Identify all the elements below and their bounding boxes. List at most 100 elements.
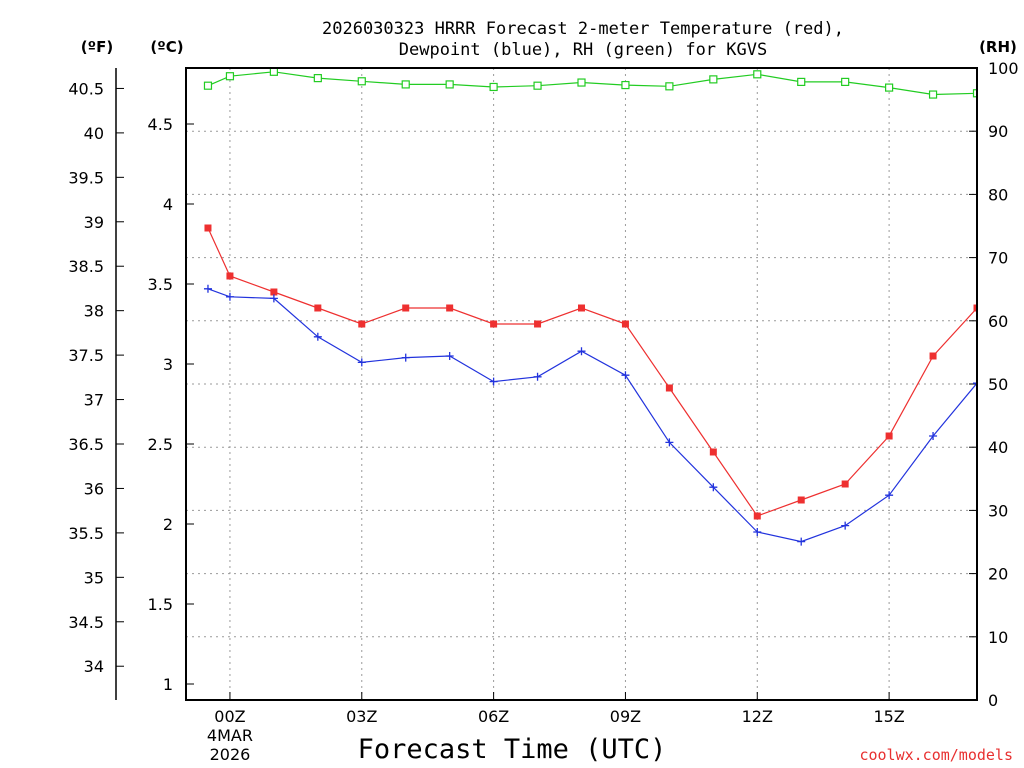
temperature-point [753,512,761,520]
dewpoint-point [885,491,894,500]
rh-point [225,72,235,81]
rh-tick-label: 30 [988,501,1008,520]
temperature-point [885,432,893,440]
fahrenheit-unit-label: (ºF) [81,38,113,56]
plot-frame [185,67,978,701]
x-tick-label: 06Z [478,707,509,726]
x-tick-label: 00Z [214,707,245,726]
temperature-series [204,224,977,520]
fahrenheit-axis: 34 34.5 35 35.5 36 36.5 37 37.5 38 38.5 39 39.5 40 40… [68,79,124,676]
fahrenheit-tick-label: 38.5 [68,257,104,276]
rh-point [401,80,410,89]
celsius-tick-label: 1.5 [148,595,173,614]
rh-axis: 0 10 20 30 40 50 60 70 80 90 100 [969,59,1019,710]
temperature-point [841,480,849,488]
fahrenheit-tick-label: 37 [84,391,104,410]
rh-tick-label: 90 [988,122,1008,141]
celsius-tick-label: 3.5 [148,275,173,294]
fahrenheit-tick-label: 38 [84,302,104,321]
temperature-point [402,304,410,312]
dewpoint-point [401,353,410,362]
series-layer [203,68,977,546]
celsius-tick-label: 4.5 [148,115,173,134]
celsius-axis: 1 1.5 2 2.5 3 3.5 4 4.5 [148,115,194,694]
temperature-point [270,288,278,296]
x-tick-date-label: 4MAR [207,726,253,745]
x-tick-label: 09Z [610,707,641,726]
temperature-point [973,304,977,312]
dewpoint-line [207,288,977,543]
fahrenheit-tick-label: 37.5 [68,346,104,365]
rh-tick-label: 50 [988,375,1008,394]
temperature-point [490,320,498,328]
dewpoint-point [203,284,212,293]
rh-point [621,80,630,90]
dewpoint-point [577,347,586,356]
dewpoint-point [797,537,806,546]
rh-tick-label: 60 [988,312,1008,331]
temperature-point [797,496,805,504]
chart-title-line1: 2026030323 HRRR Forecast 2-meter Tempera… [322,19,844,39]
rh-tick-label: 0 [988,691,998,710]
rh-tick-label: 10 [988,628,1008,647]
fahrenheit-tick-label: 40 [84,124,104,143]
temperature-point [358,320,366,328]
dewpoint-point [841,521,850,530]
temperature-line [207,227,977,517]
rh-point [841,77,850,87]
x-tick-label: 15Z [873,707,904,726]
temperature-point [534,320,542,328]
rh-tick-label: 70 [988,249,1008,268]
dewpoint-point [533,372,542,381]
rh-point [928,90,938,99]
rh-point [709,75,718,84]
dewpoint-point [665,438,674,447]
chart-title-line2: Dewpoint (blue), RH (green) for KGVS [399,40,767,60]
dewpoint-point [357,358,366,367]
temperature-point [709,448,717,456]
x-tick-label: 03Z [346,707,377,726]
rh-point [445,80,454,89]
dewpoint-point [489,377,498,386]
x-tick-year-label: 2026 [210,745,251,764]
dewpoint-point [445,352,454,360]
rh-series [203,68,977,99]
rh-point [533,81,542,90]
celsius-tick-label: 2.5 [148,435,173,454]
temperature-point [621,320,629,328]
rh-tick-label: 40 [988,438,1008,457]
rh-tick-label: 100 [988,59,1019,78]
dewpoint-point [753,528,762,536]
rh-point [203,81,213,90]
temperature-point [665,384,673,392]
temperature-point [314,304,322,312]
celsius-tick-label: 3 [163,355,173,374]
temperature-point [446,304,454,312]
celsius-tick-label: 1 [163,675,173,694]
celsius-unit-label: (ºC) [150,38,183,56]
celsius-tick-label: 4 [163,195,173,214]
credit-text: coolwx.com/models [859,746,1013,764]
fahrenheit-tick-label: 39 [84,213,104,232]
temperature-point [204,224,212,232]
dewpoint-point [973,379,977,388]
rh-point [489,82,498,92]
dewpoint-point [269,294,278,303]
fahrenheit-tick-label: 34.5 [68,613,104,632]
rh-line [207,71,977,96]
fahrenheit-tick-label: 35.5 [68,524,104,543]
celsius-tick-label: 2 [163,515,173,534]
rh-point [665,82,674,91]
rh-point [753,70,762,79]
rh-point [577,78,586,87]
rh-point [269,68,278,76]
fahrenheit-tick-label: 40.5 [68,79,104,98]
dewpoint-point [929,432,938,440]
dewpoint-point [225,292,234,301]
fahrenheit-tick-label: 36 [84,479,104,498]
rh-tick-label: 20 [988,565,1008,584]
rh-tick-label: 80 [988,185,1008,204]
dewpoint-series [203,284,977,546]
